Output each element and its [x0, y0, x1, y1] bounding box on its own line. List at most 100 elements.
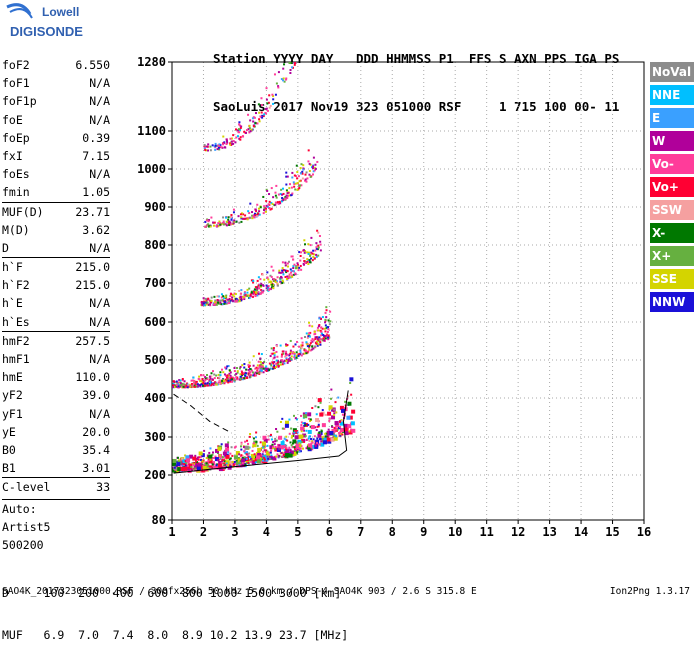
- echo-point: [201, 303, 204, 306]
- echo-point: [260, 454, 263, 457]
- echo-point: [231, 454, 234, 457]
- param-row: h`F 215.0: [2, 257, 110, 276]
- echo-point: [226, 377, 229, 380]
- echo-point: [254, 371, 257, 374]
- echo-point: [304, 350, 307, 353]
- echo-point: [245, 453, 248, 456]
- echo-point: [284, 420, 289, 425]
- echo-point: [247, 461, 250, 464]
- echo-point: [183, 383, 186, 386]
- echo-point: [286, 353, 289, 356]
- echo-point: [279, 344, 282, 347]
- echo-point: [227, 376, 230, 379]
- echo-point: [191, 379, 194, 382]
- echo-point: [285, 446, 288, 449]
- echo-point: [215, 225, 218, 228]
- x-tick-label: 9: [420, 525, 427, 539]
- echo-point: [197, 458, 200, 461]
- echo-point: [261, 441, 266, 446]
- param-name: foEp: [2, 130, 30, 145]
- echo-point: [315, 242, 318, 245]
- echo-point: [258, 213, 261, 216]
- echo-point: [291, 352, 294, 355]
- echo-point: [269, 274, 272, 277]
- echo-point: [232, 221, 235, 224]
- echo-point: [229, 452, 232, 455]
- echo-point: [239, 378, 242, 381]
- echo-point: [289, 357, 292, 360]
- echo-point: [241, 364, 244, 367]
- echo-point: [233, 460, 236, 463]
- echo-point: [214, 144, 217, 147]
- echo-point: [285, 78, 288, 81]
- echo-point: [283, 448, 286, 451]
- echo-point: [269, 434, 272, 437]
- echo-point: [337, 396, 340, 399]
- echo-point: [267, 285, 270, 288]
- echo-point: [309, 342, 312, 345]
- echo-point: [207, 220, 210, 223]
- param-name: fxI: [2, 148, 23, 163]
- echo-point: [348, 430, 353, 435]
- echo-point: [210, 299, 213, 302]
- echo-point: [304, 250, 307, 253]
- echo-point: [276, 281, 279, 284]
- echo-point: [207, 298, 210, 301]
- echo-point: [246, 439, 249, 442]
- echo-point: [243, 298, 246, 301]
- echo-point: [320, 334, 323, 337]
- echo-point: [285, 353, 288, 356]
- echo-point: [252, 125, 255, 128]
- echo-point: [306, 438, 309, 441]
- echo-point: [286, 361, 289, 364]
- echo-point: [283, 437, 286, 440]
- echo-point: [246, 291, 249, 294]
- y-tick-label: 400: [144, 391, 166, 405]
- echo-point: [203, 449, 206, 452]
- x-tick-label: 5: [294, 525, 301, 539]
- echo-point: [315, 439, 320, 444]
- legend-item: NoVal: [650, 62, 694, 82]
- echo-point: [273, 366, 276, 369]
- echo-point: [266, 102, 269, 105]
- echo-point: [267, 101, 270, 104]
- echo-point: [323, 336, 326, 339]
- echo-point: [323, 435, 326, 438]
- echo-point: [217, 225, 220, 228]
- param-value: N/A: [89, 240, 110, 255]
- echo-point: [245, 131, 248, 134]
- echo-point: [272, 284, 275, 287]
- echo-point: [289, 69, 292, 72]
- echo-point: [313, 257, 316, 260]
- echo-point: [256, 215, 259, 218]
- echo-point: [305, 180, 308, 183]
- echo-point: [274, 201, 277, 204]
- echo-point: [222, 142, 225, 145]
- echo-point: [290, 255, 293, 258]
- echo-point: [250, 291, 253, 294]
- echo-point: [276, 201, 279, 204]
- echo-point: [319, 438, 322, 441]
- echo-point: [198, 375, 201, 378]
- echo-point: [172, 383, 175, 386]
- echo-point: [313, 166, 316, 169]
- echo-point: [302, 422, 305, 425]
- echo-point: [308, 162, 311, 165]
- file-info: SAO4K_2017323051000.RSF / 300fx256h 50 k…: [2, 586, 477, 597]
- echo-point: [289, 452, 292, 455]
- echo-point: [196, 464, 199, 467]
- echo-point: [189, 454, 194, 459]
- echo-point: [275, 359, 278, 362]
- echo-point: [242, 213, 245, 216]
- echo-point: [314, 444, 317, 447]
- echo-point: [330, 388, 333, 391]
- echo-point: [190, 468, 193, 471]
- echo-point: [297, 439, 302, 444]
- echo-point: [211, 456, 214, 459]
- echo-point: [281, 427, 284, 430]
- echo-point: [257, 367, 260, 370]
- param-value: 7.15: [82, 148, 110, 163]
- echo-point: [182, 464, 185, 467]
- echo-point: [252, 215, 255, 218]
- echo-point: [267, 455, 270, 458]
